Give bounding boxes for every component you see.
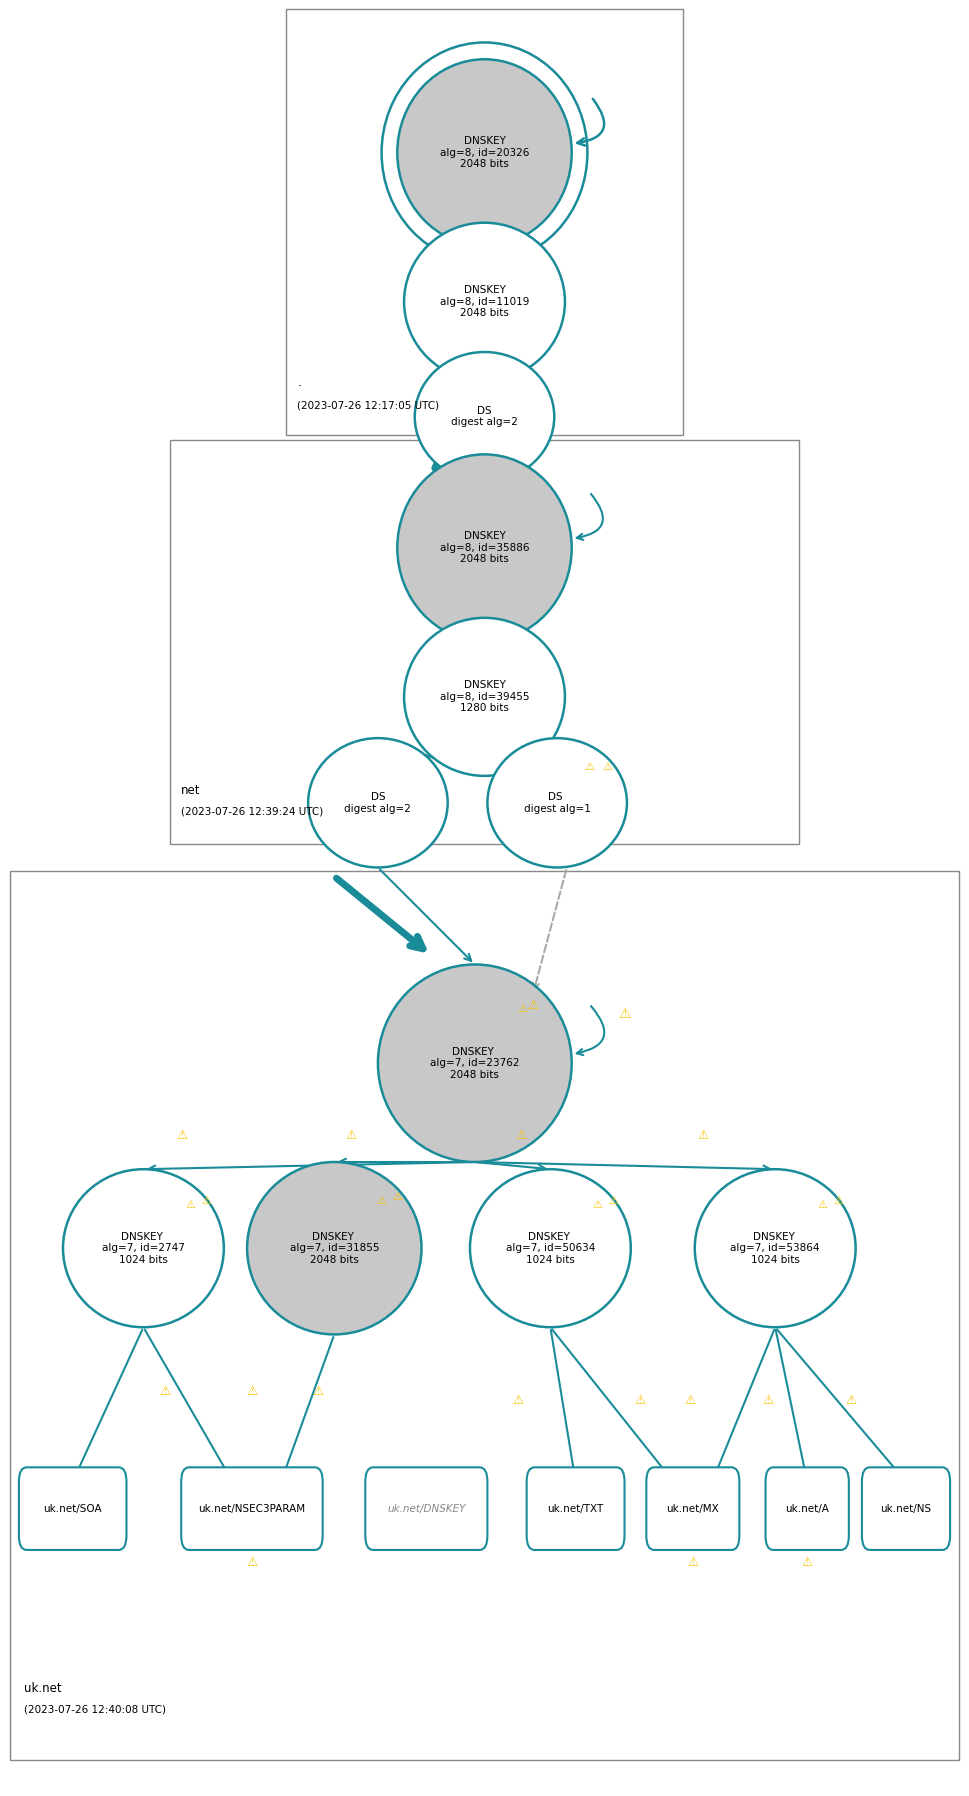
Text: DS 
digest alg=1: DS digest alg=1 <box>523 792 591 814</box>
Text: uk.net/SOA: uk.net/SOA <box>44 1503 102 1514</box>
Ellipse shape <box>470 1169 631 1327</box>
Text: ⚠: ⚠ <box>246 1555 258 1570</box>
Bar <box>170 440 799 844</box>
Text: ⚠: ⚠ <box>619 1008 631 1020</box>
Ellipse shape <box>308 738 448 867</box>
Text: ⚠: ⚠ <box>186 1200 196 1211</box>
Text: ⚠: ⚠ <box>246 1385 258 1399</box>
Text: ⚠: ⚠ <box>202 1196 211 1205</box>
Text: ⚠: ⚠ <box>845 1394 857 1408</box>
Text: uk.net/NSEC3PARAM: uk.net/NSEC3PARAM <box>199 1503 305 1514</box>
Text: uk.net: uk.net <box>24 1681 62 1695</box>
Text: ⚠: ⚠ <box>517 1004 527 1015</box>
Text: DS
digest alg=2: DS digest alg=2 <box>451 406 518 427</box>
Text: ⚠: ⚠ <box>801 1555 813 1570</box>
FancyBboxPatch shape <box>365 1467 487 1550</box>
FancyBboxPatch shape <box>766 1467 849 1550</box>
Text: DNSKEY 
alg=7, id=23762
2048 bits: DNSKEY alg=7, id=23762 2048 bits <box>430 1047 519 1079</box>
Text: uk.net/A: uk.net/A <box>785 1503 829 1514</box>
FancyBboxPatch shape <box>526 1467 624 1550</box>
FancyBboxPatch shape <box>646 1467 739 1550</box>
Text: (2023-07-26 12:17:05 UTC): (2023-07-26 12:17:05 UTC) <box>297 401 440 411</box>
Text: ⚠: ⚠ <box>687 1555 699 1570</box>
Text: ⚠: ⚠ <box>312 1385 324 1399</box>
Text: DNSKEY 
alg=7, id=31855
2048 bits: DNSKEY alg=7, id=31855 2048 bits <box>290 1232 379 1264</box>
Text: ⚠: ⚠ <box>684 1394 696 1408</box>
Text: DNSKEY
alg=8, id=35886
2048 bits: DNSKEY alg=8, id=35886 2048 bits <box>440 532 529 564</box>
Ellipse shape <box>378 964 572 1162</box>
Ellipse shape <box>247 1162 422 1334</box>
Text: .: . <box>297 375 301 390</box>
Text: ⚠: ⚠ <box>392 1191 402 1202</box>
Text: DNSKEY
alg=8, id=11019
2048 bits: DNSKEY alg=8, id=11019 2048 bits <box>440 286 529 318</box>
Ellipse shape <box>415 352 554 481</box>
FancyBboxPatch shape <box>862 1467 950 1550</box>
Text: uk.net/DNSKEY: uk.net/DNSKEY <box>387 1503 466 1514</box>
Text: DNSKEY
alg=8, id=20326
2048 bits: DNSKEY alg=8, id=20326 2048 bits <box>440 136 529 169</box>
Text: ⚠: ⚠ <box>634 1394 645 1408</box>
Ellipse shape <box>63 1169 224 1327</box>
Text: ⚠: ⚠ <box>584 762 594 772</box>
Ellipse shape <box>695 1169 856 1327</box>
Ellipse shape <box>397 454 572 641</box>
Ellipse shape <box>397 59 572 246</box>
Ellipse shape <box>404 618 565 776</box>
Text: ⚠: ⚠ <box>603 762 612 772</box>
Text: ⚠: ⚠ <box>159 1385 171 1399</box>
Bar <box>286 9 683 435</box>
Text: ⚠: ⚠ <box>345 1128 357 1142</box>
Text: ⚠: ⚠ <box>818 1200 828 1211</box>
Text: DNSKEY
alg=8, id=39455
1280 bits: DNSKEY alg=8, id=39455 1280 bits <box>440 681 529 713</box>
Text: net: net <box>181 783 201 797</box>
Text: ⚠: ⚠ <box>527 999 539 1013</box>
Text: ⚠: ⚠ <box>516 1128 527 1142</box>
Bar <box>10 871 959 1760</box>
Text: ⚠: ⚠ <box>697 1128 708 1142</box>
Text: ⚠: ⚠ <box>833 1196 843 1205</box>
Text: uk.net/TXT: uk.net/TXT <box>547 1503 604 1514</box>
Text: DNSKEY 
alg=7, id=2747
1024 bits: DNSKEY alg=7, id=2747 1024 bits <box>102 1232 185 1264</box>
Text: DNSKEY 
alg=7, id=50634
1024 bits: DNSKEY alg=7, id=50634 1024 bits <box>506 1232 595 1264</box>
Ellipse shape <box>487 738 627 867</box>
FancyBboxPatch shape <box>181 1467 323 1550</box>
Text: uk.net/NS: uk.net/NS <box>881 1503 931 1514</box>
Text: ⚠: ⚠ <box>763 1394 774 1408</box>
Text: ⚠: ⚠ <box>609 1196 618 1205</box>
Text: uk.net/MX: uk.net/MX <box>667 1503 719 1514</box>
Text: ⚠: ⚠ <box>593 1200 603 1211</box>
Text: ⚠: ⚠ <box>513 1394 524 1408</box>
Text: ⚠: ⚠ <box>377 1196 387 1205</box>
Text: ⚠: ⚠ <box>176 1128 188 1142</box>
Text: DNSKEY 
alg=7, id=53864
1024 bits: DNSKEY alg=7, id=53864 1024 bits <box>731 1232 820 1264</box>
Text: DS
digest alg=2: DS digest alg=2 <box>344 792 412 814</box>
Text: (2023-07-26 12:40:08 UTC): (2023-07-26 12:40:08 UTC) <box>24 1704 167 1715</box>
FancyBboxPatch shape <box>19 1467 126 1550</box>
Text: (2023-07-26 12:39:24 UTC): (2023-07-26 12:39:24 UTC) <box>181 806 324 817</box>
Ellipse shape <box>404 223 565 381</box>
